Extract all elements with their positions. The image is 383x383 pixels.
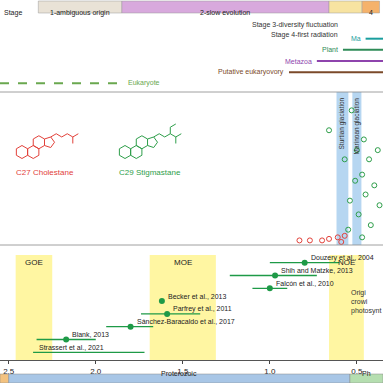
svg-text:Douzery et al., 2004: Douzery et al., 2004 [311,254,374,262]
svg-text:Strassert et al., 2021: Strassert et al., 2021 [39,344,104,351]
svg-text:Proterozoic: Proterozoic [161,370,197,377]
svg-text:Parfrey et al., 2011: Parfrey et al., 2011 [173,305,232,313]
svg-text:Blank, 2013: Blank, 2013 [72,331,109,338]
svg-text:GOE: GOE [25,258,43,267]
svg-text:Shih and Matzke, 2013: Shih and Matzke, 2013 [281,267,353,274]
svg-text:Ma: Ma [351,35,361,42]
svg-text:Origicrowiphotosynt: Origicrowiphotosynt [351,289,381,315]
svg-text:2-slow evolution: 2-slow evolution [200,9,250,16]
svg-text:Stage 4-first radiation: Stage 4-first radiation [271,31,338,39]
svg-text:2.5: 2.5 [3,367,15,376]
svg-text:Metazoa: Metazoa [285,58,312,65]
svg-text:NOE: NOE [338,258,355,267]
svg-text:C29 Stigmastane: C29 Stigmastane [119,168,181,177]
svg-text:C27 Cholestane: C27 Cholestane [16,168,74,177]
svg-text:Stage 3-diversity fluctuation: Stage 3-diversity fluctuation [252,21,338,29]
svg-text:Putative eukaryovory: Putative eukaryovory [218,68,284,76]
svg-text:Sturtian glaciation: Sturtian glaciation [338,97,346,149]
svg-text:1.5: 1.5 [177,367,189,376]
svg-text:0.5: 0.5 [351,367,363,376]
svg-text:2.0: 2.0 [90,367,102,376]
svg-text:Plant: Plant [322,46,338,53]
svg-text:1-ambiguous origin: 1-ambiguous origin [50,9,110,17]
svg-text:Becker et al., 2013: Becker et al., 2013 [168,293,226,300]
svg-text:4: 4 [369,9,373,16]
svg-text:Falcón et al., 2010: Falcón et al., 2010 [276,280,334,287]
svg-text:Eukaryote: Eukaryote [128,79,160,87]
svg-text:Sánchez-Baracaldo et al., 2017: Sánchez-Baracaldo et al., 2017 [137,318,235,325]
svg-text:Stage: Stage [4,9,22,17]
svg-text:Marinoan glaciation: Marinoan glaciation [353,98,361,155]
svg-text:Ph: Ph [362,370,371,377]
svg-text:MOE: MOE [174,258,192,267]
svg-text:1.0: 1.0 [264,367,276,376]
